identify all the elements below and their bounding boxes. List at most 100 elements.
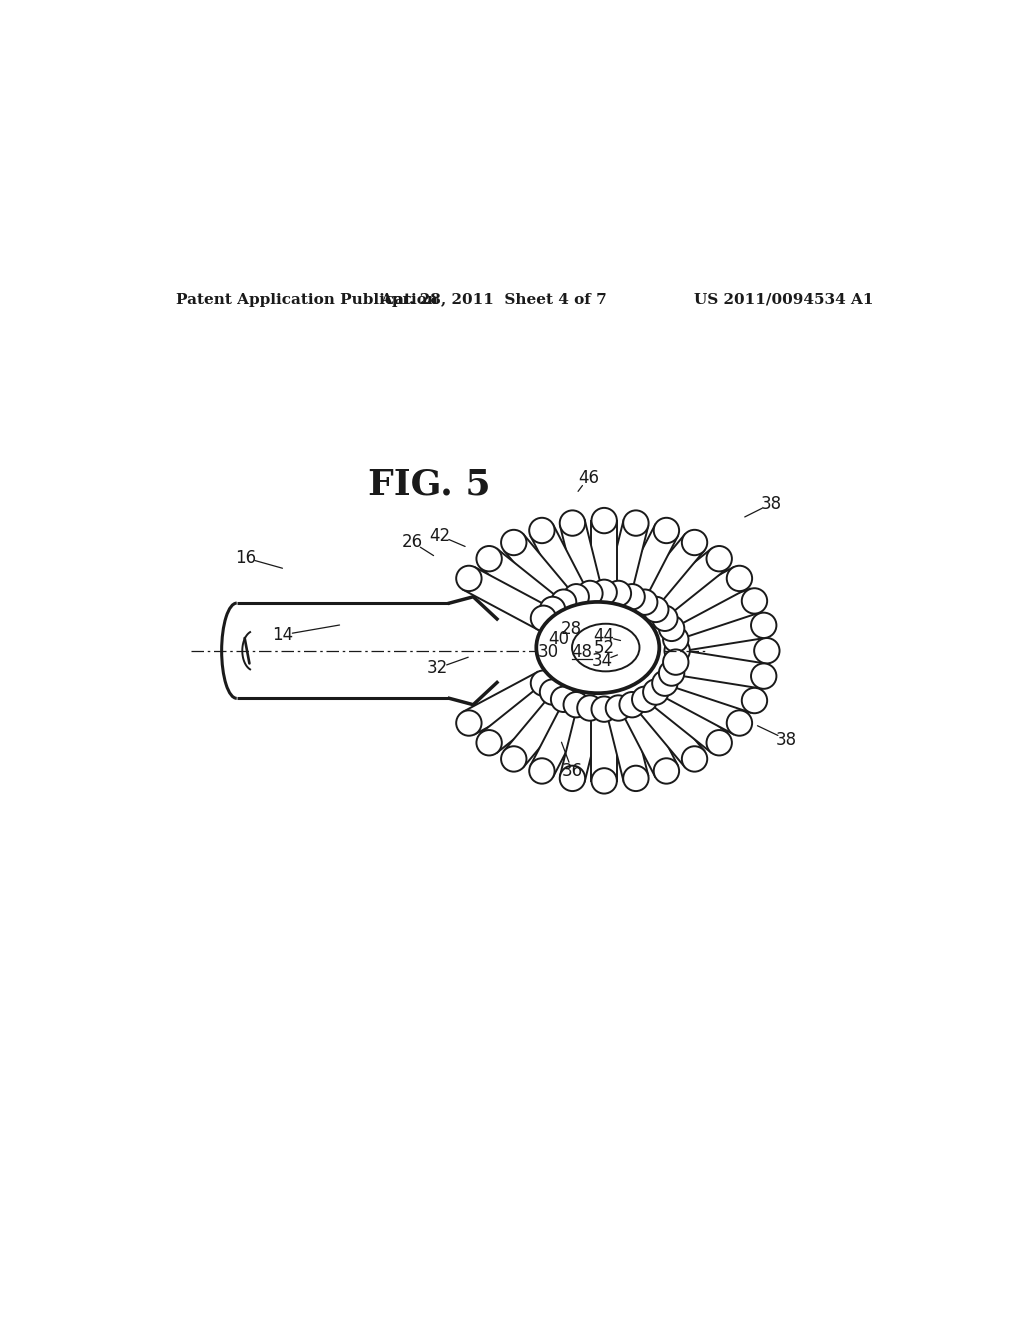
Circle shape (551, 686, 577, 711)
Text: Apr. 28, 2011  Sheet 4 of 7: Apr. 28, 2011 Sheet 4 of 7 (380, 293, 606, 308)
Circle shape (751, 664, 776, 689)
Polygon shape (606, 520, 648, 597)
Text: 32: 32 (427, 659, 449, 677)
Circle shape (664, 627, 688, 652)
Polygon shape (668, 589, 759, 640)
Polygon shape (504, 692, 573, 767)
Text: 40: 40 (549, 630, 569, 648)
Circle shape (529, 517, 555, 544)
Polygon shape (463, 568, 550, 630)
Polygon shape (635, 692, 705, 767)
Circle shape (620, 583, 645, 610)
Circle shape (682, 746, 708, 772)
Text: 38: 38 (760, 495, 781, 513)
Polygon shape (560, 705, 602, 781)
Circle shape (643, 597, 669, 622)
Circle shape (540, 680, 565, 705)
Circle shape (606, 696, 631, 721)
Circle shape (652, 671, 678, 696)
Polygon shape (592, 520, 616, 593)
Text: 28: 28 (560, 619, 582, 638)
Circle shape (707, 730, 732, 755)
Text: FIG. 5: FIG. 5 (369, 467, 490, 502)
Text: 46: 46 (578, 469, 599, 487)
Text: 36: 36 (562, 763, 583, 780)
Circle shape (741, 688, 767, 713)
Polygon shape (621, 524, 678, 603)
Circle shape (563, 692, 589, 717)
Ellipse shape (572, 624, 639, 672)
Polygon shape (648, 549, 727, 619)
Polygon shape (668, 661, 759, 713)
Circle shape (540, 597, 565, 622)
Circle shape (530, 606, 556, 631)
Circle shape (624, 766, 648, 791)
Text: 30: 30 (538, 643, 559, 661)
Circle shape (632, 686, 657, 711)
Circle shape (653, 758, 679, 784)
Text: 52: 52 (594, 639, 614, 657)
Circle shape (682, 529, 708, 556)
Circle shape (592, 579, 616, 605)
Circle shape (501, 746, 526, 772)
Circle shape (560, 511, 585, 536)
Circle shape (592, 508, 616, 533)
Polygon shape (658, 672, 745, 734)
Circle shape (624, 511, 648, 536)
Circle shape (476, 546, 502, 572)
Circle shape (457, 566, 481, 591)
Circle shape (727, 710, 752, 735)
Circle shape (751, 612, 776, 638)
Circle shape (551, 590, 577, 615)
Circle shape (457, 710, 481, 735)
Circle shape (560, 766, 585, 791)
Text: 38: 38 (776, 730, 798, 748)
Circle shape (707, 546, 732, 572)
Circle shape (652, 606, 678, 631)
Circle shape (592, 768, 616, 793)
Circle shape (529, 758, 555, 784)
Polygon shape (463, 672, 550, 734)
Text: 42: 42 (429, 527, 451, 545)
Circle shape (658, 615, 684, 642)
Circle shape (563, 583, 589, 610)
Polygon shape (530, 524, 588, 603)
Circle shape (530, 671, 556, 696)
Polygon shape (677, 638, 767, 664)
Polygon shape (481, 549, 560, 619)
Polygon shape (504, 535, 573, 610)
Circle shape (501, 529, 526, 556)
Text: 34: 34 (591, 652, 612, 671)
Text: US 2011/0094534 A1: US 2011/0094534 A1 (694, 293, 873, 308)
Circle shape (665, 638, 690, 664)
Polygon shape (481, 682, 560, 752)
Polygon shape (621, 698, 678, 776)
Circle shape (754, 638, 779, 664)
Circle shape (664, 649, 688, 675)
Circle shape (620, 692, 645, 717)
Circle shape (658, 660, 684, 686)
Circle shape (578, 696, 602, 721)
Text: 26: 26 (401, 533, 423, 550)
Polygon shape (592, 709, 616, 781)
Circle shape (643, 680, 669, 705)
Ellipse shape (537, 602, 659, 693)
Circle shape (653, 517, 679, 544)
Text: 16: 16 (234, 549, 256, 566)
Polygon shape (674, 612, 766, 652)
Text: 44: 44 (594, 627, 614, 645)
Circle shape (476, 730, 502, 755)
Polygon shape (635, 535, 705, 610)
Polygon shape (530, 698, 588, 776)
Circle shape (578, 581, 602, 606)
Circle shape (632, 590, 657, 615)
Text: Patent Application Publication: Patent Application Publication (176, 293, 437, 308)
Polygon shape (648, 682, 727, 752)
Circle shape (727, 566, 752, 591)
Text: 14: 14 (272, 626, 293, 644)
Polygon shape (658, 568, 745, 630)
Polygon shape (560, 520, 602, 597)
Text: 48: 48 (571, 643, 593, 661)
Circle shape (741, 589, 767, 614)
Circle shape (592, 697, 616, 722)
